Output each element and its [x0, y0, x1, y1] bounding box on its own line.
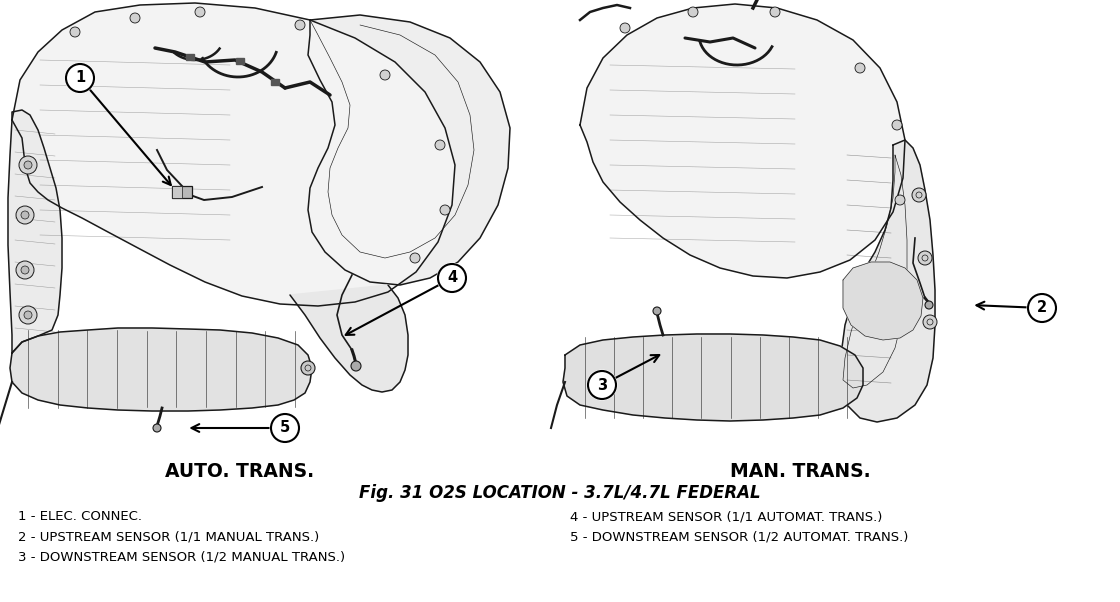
Circle shape	[66, 64, 94, 92]
Text: 3: 3	[597, 377, 607, 393]
Circle shape	[19, 306, 37, 324]
Circle shape	[130, 13, 140, 23]
Circle shape	[435, 140, 445, 150]
Circle shape	[271, 414, 299, 442]
Circle shape	[895, 195, 905, 205]
Circle shape	[440, 205, 450, 215]
Polygon shape	[10, 328, 312, 411]
Circle shape	[351, 361, 361, 371]
Circle shape	[771, 7, 780, 17]
Circle shape	[24, 311, 32, 319]
Text: AUTO. TRANS.: AUTO. TRANS.	[166, 462, 315, 481]
Circle shape	[688, 7, 698, 17]
Polygon shape	[841, 140, 935, 422]
Circle shape	[620, 23, 629, 33]
Text: 2: 2	[1037, 300, 1047, 315]
Circle shape	[195, 7, 205, 17]
Text: MAN. TRANS.: MAN. TRANS.	[730, 462, 870, 481]
Circle shape	[65, 63, 95, 93]
Circle shape	[69, 27, 80, 37]
Circle shape	[270, 412, 300, 444]
Circle shape	[918, 251, 932, 265]
Circle shape	[380, 70, 390, 80]
Text: 2 - UPSTREAM SENSOR (1/1 MANUAL TRANS.): 2 - UPSTREAM SENSOR (1/1 MANUAL TRANS.)	[18, 530, 319, 543]
Text: 5 - DOWNSTREAM SENSOR (1/2 AUTOMAT. TRANS.): 5 - DOWNSTREAM SENSOR (1/2 AUTOMAT. TRAN…	[570, 530, 908, 543]
Circle shape	[16, 206, 34, 224]
Polygon shape	[580, 4, 905, 278]
Circle shape	[588, 371, 616, 399]
Circle shape	[855, 63, 865, 73]
Circle shape	[410, 253, 420, 263]
Bar	[172, 186, 181, 198]
Circle shape	[1027, 293, 1057, 323]
Text: 5: 5	[280, 421, 290, 435]
Polygon shape	[8, 110, 62, 353]
Circle shape	[19, 156, 37, 174]
Polygon shape	[290, 285, 408, 392]
Circle shape	[892, 120, 902, 130]
Circle shape	[437, 262, 467, 294]
Polygon shape	[12, 3, 455, 306]
Text: 1: 1	[75, 70, 85, 85]
Circle shape	[301, 361, 315, 375]
Circle shape	[587, 370, 617, 400]
Circle shape	[438, 264, 466, 292]
Circle shape	[912, 188, 926, 202]
Circle shape	[653, 307, 661, 315]
Text: 3 - DOWNSTREAM SENSOR (1/2 MANUAL TRANS.): 3 - DOWNSTREAM SENSOR (1/2 MANUAL TRANS.…	[18, 550, 345, 563]
Polygon shape	[843, 262, 923, 340]
Text: 4 - UPSTREAM SENSOR (1/1 AUTOMAT. TRANS.): 4 - UPSTREAM SENSOR (1/1 AUTOMAT. TRANS.…	[570, 510, 883, 523]
Polygon shape	[563, 334, 864, 421]
Text: Fig. 31 O2S LOCATION - 3.7L/4.7L FEDERAL: Fig. 31 O2S LOCATION - 3.7L/4.7L FEDERAL	[360, 484, 760, 502]
Circle shape	[1028, 294, 1056, 322]
Circle shape	[24, 161, 32, 169]
Bar	[172, 186, 192, 198]
Circle shape	[295, 20, 305, 30]
Bar	[186, 54, 194, 60]
Circle shape	[16, 261, 34, 279]
Circle shape	[21, 266, 29, 274]
Circle shape	[923, 315, 937, 329]
Text: 4: 4	[447, 270, 457, 285]
Polygon shape	[308, 15, 510, 285]
Bar	[236, 58, 244, 64]
Bar	[271, 79, 279, 85]
Circle shape	[21, 211, 29, 219]
Circle shape	[153, 424, 161, 432]
Circle shape	[925, 301, 933, 309]
Text: 1 - ELEC. CONNEC.: 1 - ELEC. CONNEC.	[18, 510, 142, 523]
